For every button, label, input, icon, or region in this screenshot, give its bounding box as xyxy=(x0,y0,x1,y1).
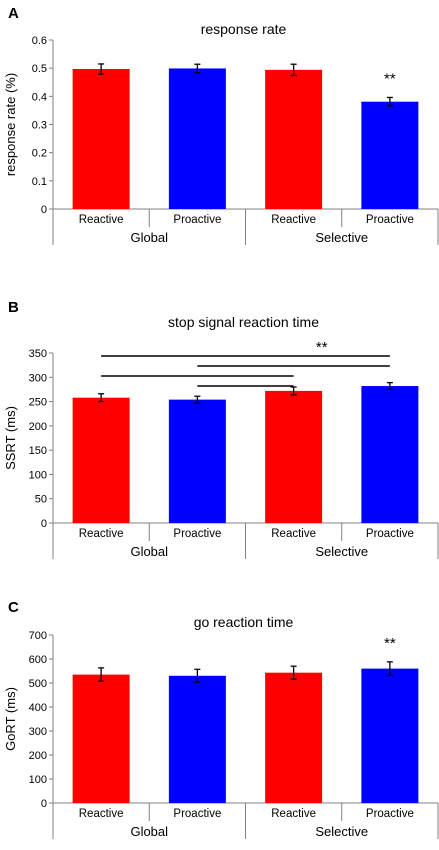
y-axis-label: GoRT (ms) xyxy=(3,687,18,751)
category-label: Reactive xyxy=(271,528,316,540)
y-tick-label: 0.6 xyxy=(32,35,47,47)
category-label: Proactive xyxy=(366,528,414,540)
y-tick-label: 100 xyxy=(29,774,47,786)
significance-annotation: ** xyxy=(384,635,396,652)
y-tick-label: 500 xyxy=(29,678,47,690)
category-label: Proactive xyxy=(173,808,221,820)
bar xyxy=(265,390,323,523)
group-label: Selective xyxy=(315,824,368,839)
category-label: Proactive xyxy=(173,214,221,226)
y-tick-label: 200 xyxy=(29,421,47,433)
y-tick-label: 600 xyxy=(29,654,47,666)
panel-letter: C xyxy=(8,599,19,616)
y-tick-label: 200 xyxy=(29,750,47,762)
chart-title: go reaction time xyxy=(194,614,294,630)
bar xyxy=(168,399,226,523)
y-tick-label: 100 xyxy=(29,469,47,481)
bar xyxy=(72,674,130,803)
category-label: Reactive xyxy=(79,214,124,226)
y-tick-label: 0 xyxy=(41,798,47,810)
y-tick-label: 0 xyxy=(41,204,47,216)
y-tick-label: 400 xyxy=(29,702,47,714)
bar xyxy=(265,672,323,803)
y-tick-label: 50 xyxy=(35,494,47,506)
bar xyxy=(361,101,419,209)
y-axis-label: SSRT (ms) xyxy=(3,406,18,470)
y-tick-label: 350 xyxy=(29,348,47,360)
y-tick-label: 300 xyxy=(29,372,47,384)
significance-annotation: ** xyxy=(384,70,396,87)
y-tick-label: 0.1 xyxy=(32,176,47,188)
category-label: Proactive xyxy=(173,528,221,540)
y-axis-label: response rate (%) xyxy=(3,73,18,176)
chart-title: stop signal reaction time xyxy=(168,314,319,330)
y-tick-label: 0.2 xyxy=(32,148,47,160)
group-label: Global xyxy=(130,544,168,559)
panel-letter: B xyxy=(8,299,19,316)
bar xyxy=(265,69,323,210)
category-label: Reactive xyxy=(79,808,124,820)
category-label: Reactive xyxy=(271,808,316,820)
y-tick-label: 250 xyxy=(29,397,47,409)
bar xyxy=(72,69,130,210)
bar xyxy=(72,397,130,523)
panel-c: Cgo reaction time GoRT (ms) 0 100 200 300 400 5… xyxy=(3,599,439,839)
significance-annotation: ** xyxy=(316,339,328,356)
group-label: Selective xyxy=(315,544,368,559)
bar xyxy=(168,68,226,209)
category-label: Reactive xyxy=(271,214,316,226)
category-label: Proactive xyxy=(366,808,414,820)
group-label: Global xyxy=(130,824,168,839)
y-tick-label: 700 xyxy=(29,630,47,642)
y-tick-label: 150 xyxy=(29,445,47,457)
y-tick-label: 300 xyxy=(29,726,47,738)
category-label: Reactive xyxy=(79,528,124,540)
y-tick-label: 0.5 xyxy=(32,63,47,75)
group-label: Global xyxy=(130,230,168,245)
group-label: Selective xyxy=(315,230,368,245)
chart-title: response rate xyxy=(201,21,287,37)
y-tick-label: 0.3 xyxy=(32,120,47,132)
bar xyxy=(361,386,419,523)
y-tick-label: 0.4 xyxy=(32,91,47,103)
panel-letter: A xyxy=(8,5,19,22)
bar xyxy=(361,668,419,803)
bar xyxy=(168,675,226,803)
y-tick-label: 0 xyxy=(41,518,47,530)
category-label: Proactive xyxy=(366,214,414,226)
